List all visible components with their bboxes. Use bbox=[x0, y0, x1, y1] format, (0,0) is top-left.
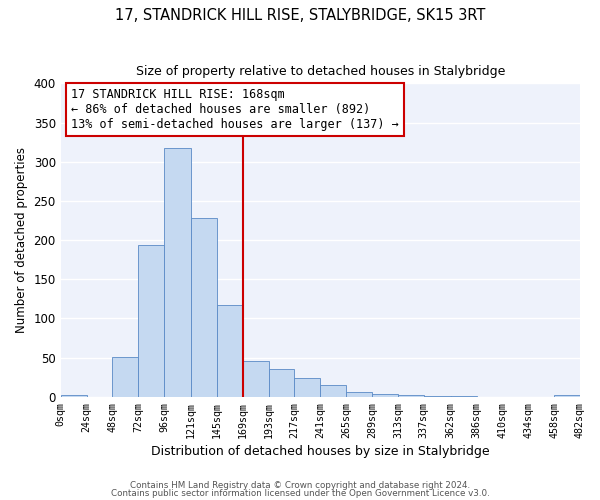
Bar bbox=[138, 244, 164, 396]
Bar bbox=[269, 370, 295, 396]
Bar bbox=[554, 395, 580, 396]
Text: 17, STANDRICK HILL RISE, STALYBRIDGE, SK15 3RT: 17, STANDRICK HILL RISE, STALYBRIDGE, SK… bbox=[115, 8, 485, 22]
Bar bbox=[217, 305, 243, 396]
Bar bbox=[61, 395, 86, 396]
Y-axis label: Number of detached properties: Number of detached properties bbox=[15, 147, 28, 333]
Bar bbox=[346, 392, 372, 396]
Bar bbox=[191, 218, 217, 396]
Text: 17 STANDRICK HILL RISE: 168sqm
← 86% of detached houses are smaller (892)
13% of: 17 STANDRICK HILL RISE: 168sqm ← 86% of … bbox=[71, 88, 399, 131]
Bar bbox=[295, 378, 320, 396]
Bar bbox=[243, 362, 269, 396]
Title: Size of property relative to detached houses in Stalybridge: Size of property relative to detached ho… bbox=[136, 65, 505, 78]
Bar bbox=[164, 148, 191, 396]
Bar bbox=[112, 356, 138, 397]
Text: Contains public sector information licensed under the Open Government Licence v3: Contains public sector information licen… bbox=[110, 489, 490, 498]
Bar bbox=[398, 395, 424, 396]
Text: Contains HM Land Registry data © Crown copyright and database right 2024.: Contains HM Land Registry data © Crown c… bbox=[130, 480, 470, 490]
X-axis label: Distribution of detached houses by size in Stalybridge: Distribution of detached houses by size … bbox=[151, 444, 490, 458]
Bar bbox=[320, 385, 346, 396]
Bar bbox=[372, 394, 398, 396]
